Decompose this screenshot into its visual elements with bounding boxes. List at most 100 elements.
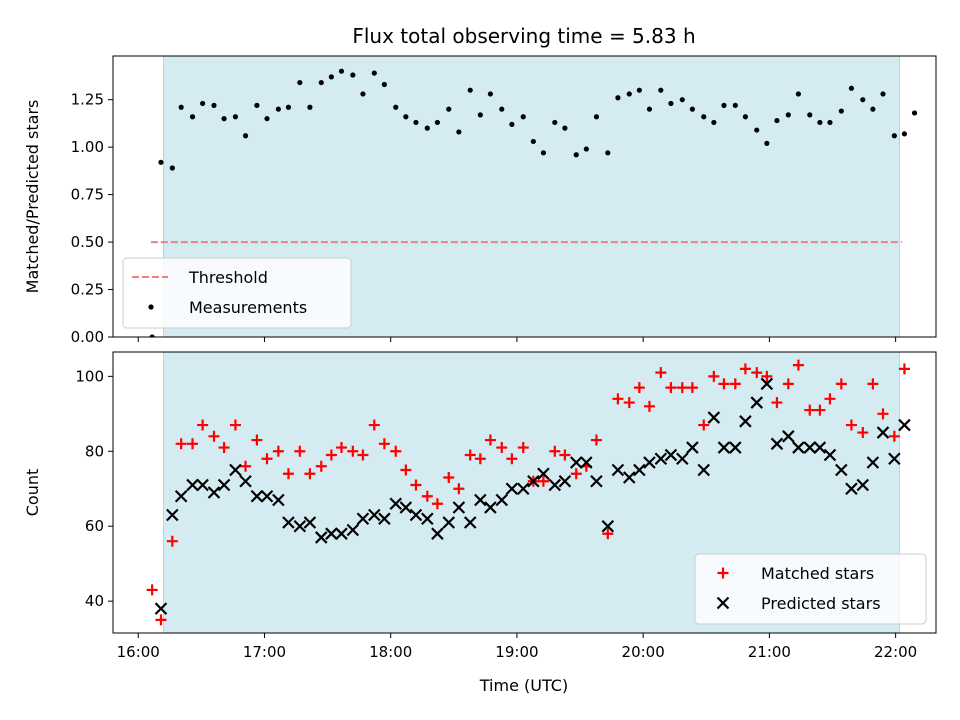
data-point bbox=[676, 382, 688, 394]
data-point bbox=[390, 445, 402, 457]
data-point bbox=[664, 448, 678, 462]
series-measurements bbox=[149, 68, 918, 337]
data-point bbox=[484, 501, 497, 514]
data-point bbox=[795, 91, 802, 97]
data-point bbox=[187, 438, 199, 450]
data-point bbox=[154, 602, 168, 615]
data-point bbox=[824, 393, 836, 405]
data-point bbox=[442, 516, 456, 529]
data-point bbox=[424, 125, 430, 131]
y-tick-label: 80 bbox=[85, 442, 104, 460]
data-point bbox=[623, 397, 635, 409]
data-point bbox=[867, 378, 879, 390]
data-point bbox=[782, 378, 794, 390]
data-point bbox=[750, 396, 764, 409]
data-point bbox=[549, 445, 561, 457]
data-point bbox=[835, 463, 848, 477]
data-point bbox=[643, 400, 655, 412]
legend-label: Measurements bbox=[189, 298, 307, 317]
data-point bbox=[771, 397, 783, 409]
data-point bbox=[496, 442, 508, 454]
data-point bbox=[303, 516, 317, 529]
axes-frame bbox=[112, 55, 937, 338]
data-point bbox=[583, 146, 589, 152]
chart-title: Flux total observing time = 5.83 h bbox=[352, 24, 695, 48]
data-point bbox=[371, 70, 377, 76]
x-tick-label: 18:00 bbox=[369, 643, 412, 661]
data-point bbox=[261, 453, 273, 465]
data-point bbox=[559, 449, 571, 461]
data-point bbox=[189, 114, 196, 120]
data-point bbox=[697, 463, 711, 477]
data-point bbox=[197, 419, 209, 431]
y-tick-label: 0.75 bbox=[71, 186, 104, 204]
data-point bbox=[570, 468, 582, 480]
data-point bbox=[612, 393, 624, 405]
legend-box bbox=[122, 257, 352, 329]
data-point bbox=[381, 81, 387, 88]
data-point bbox=[901, 131, 908, 137]
data-point bbox=[711, 119, 717, 126]
data-point bbox=[552, 119, 558, 126]
data-point bbox=[845, 482, 858, 496]
data-point bbox=[166, 535, 178, 547]
legend: Matched stars Predicted stars bbox=[694, 553, 927, 625]
data-point bbox=[764, 140, 770, 146]
data-point bbox=[211, 102, 217, 108]
data-point bbox=[558, 474, 572, 488]
data-point bbox=[751, 367, 763, 379]
y-axis-title: Matched/Predicted stars bbox=[23, 100, 42, 294]
y-tick-label: 40 bbox=[85, 592, 104, 610]
data-point bbox=[421, 490, 433, 502]
data-point bbox=[350, 72, 356, 78]
bottom-panel: 16:00 17:00 18:00 19:00 20:00 21:00 22:00 40 60 8… bbox=[23, 351, 937, 661]
top-panel: 0.00 0.25 0.50 0.75 1.00 1.25 Matched/Predicte… bbox=[23, 55, 937, 346]
data-point bbox=[689, 106, 695, 112]
data-point bbox=[474, 493, 487, 507]
data-point bbox=[698, 419, 710, 431]
data-point bbox=[540, 150, 547, 156]
data-point bbox=[282, 468, 294, 480]
data-point bbox=[580, 456, 593, 469]
data-point bbox=[633, 382, 645, 394]
legend-marker bbox=[716, 596, 730, 610]
data-point bbox=[817, 119, 823, 126]
data-point bbox=[338, 68, 345, 74]
data-point bbox=[888, 430, 900, 442]
data-point bbox=[250, 489, 264, 503]
y-tick-label: 0.25 bbox=[71, 281, 104, 299]
data-point bbox=[729, 378, 741, 390]
data-point bbox=[658, 87, 664, 93]
data-point bbox=[530, 138, 536, 145]
data-point bbox=[870, 106, 876, 112]
data-point bbox=[158, 159, 164, 165]
data-point bbox=[770, 437, 784, 451]
data-point bbox=[626, 91, 632, 97]
data-point bbox=[464, 449, 476, 461]
data-point bbox=[325, 449, 337, 461]
data-point bbox=[792, 441, 805, 454]
data-point bbox=[888, 452, 901, 466]
data-point bbox=[679, 97, 685, 103]
legend: Threshold Measurements bbox=[122, 257, 352, 329]
data-point bbox=[446, 106, 452, 112]
data-point bbox=[527, 474, 540, 488]
data-point bbox=[856, 478, 870, 492]
data-point bbox=[368, 508, 381, 522]
data-point bbox=[880, 91, 886, 97]
data-point bbox=[643, 456, 656, 469]
data-point bbox=[611, 463, 625, 477]
data-point bbox=[431, 498, 443, 510]
y-tick-label: 0.50 bbox=[71, 233, 104, 251]
data-point bbox=[186, 478, 199, 492]
data-point bbox=[229, 463, 242, 477]
data-point bbox=[573, 152, 579, 158]
x-tick-label: 17:00 bbox=[243, 643, 286, 661]
data-point bbox=[717, 441, 731, 454]
data-point bbox=[443, 472, 455, 484]
data-point bbox=[409, 508, 423, 522]
data-point bbox=[272, 493, 285, 507]
data-point bbox=[297, 79, 303, 86]
data-point bbox=[509, 121, 515, 127]
